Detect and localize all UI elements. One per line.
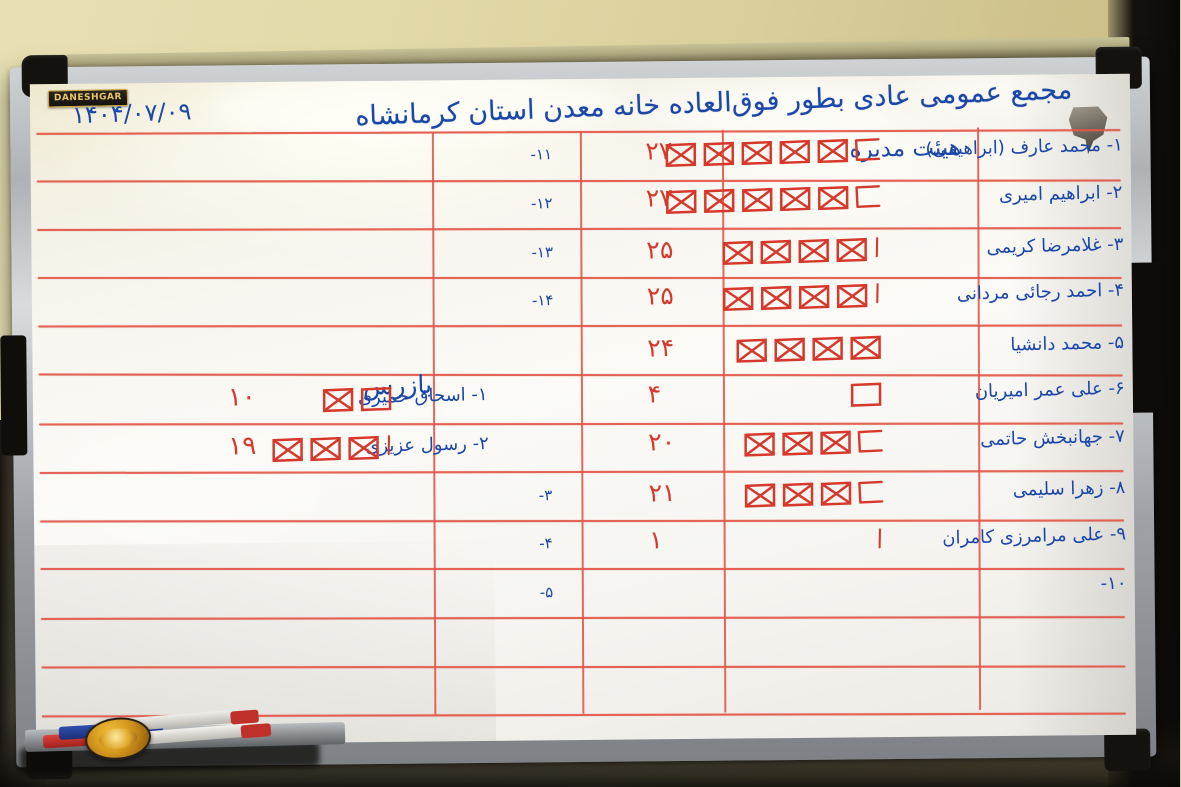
- candidate-name: ۳- غلامرضا کریمی: [987, 233, 1125, 258]
- tally-box-five: [704, 188, 738, 214]
- tally-box-five: [272, 437, 306, 463]
- tally-rows: ۱- محمد عارف (ابراهیمی) ۲۷ ۲- ابراهیم امیر…: [31, 74, 1131, 601]
- grid-line-vertical: [722, 129, 728, 713]
- tally-box-five: [779, 139, 813, 165]
- middle-column-number: ۱۳-: [532, 242, 555, 262]
- candidate-name: ۶- علی عمر امیریان: [975, 378, 1127, 403]
- grid-line-vertical: [978, 127, 983, 711]
- candidate-name: ۱- محمد عارف (ابراهیمی): [925, 134, 1124, 161]
- tally-box-empty: [851, 382, 885, 408]
- tally-box-five: [836, 237, 870, 263]
- tally-marks: [323, 387, 395, 414]
- candidate-name: ۴- احمد رجائی مردانی: [957, 279, 1126, 305]
- tally-box-five: [760, 239, 794, 265]
- tally-box-five: [818, 185, 852, 211]
- tally-box-five: [736, 338, 770, 364]
- tally-box-five: [666, 189, 700, 215]
- tally-marks: [736, 335, 884, 364]
- tally-marks: [272, 435, 395, 463]
- marker-cap-red: [241, 723, 273, 739]
- candidate-name: ۲- ابراهیم امیری: [1000, 181, 1125, 206]
- frame-side-clip-left: [1, 335, 29, 456]
- tally-box-empty: [361, 387, 395, 413]
- vote-count: ۲۵: [647, 280, 676, 311]
- tally-box-five: [774, 337, 808, 363]
- tally-box-five: [798, 238, 832, 264]
- vote-count: ۱: [649, 525, 665, 555]
- eraser-emblem: [99, 726, 139, 751]
- tally-stroke-one: [874, 236, 883, 261]
- tally-partial-box: [858, 429, 885, 455]
- vote-count: ۴: [648, 379, 663, 409]
- tally-box-five: [723, 286, 757, 312]
- candidate-name: ۷- جهانبخش حاتمی: [981, 425, 1127, 451]
- candidate-name: ۸- زهرا سلیمی: [1013, 476, 1127, 501]
- tally-box-five: [745, 482, 779, 508]
- marker-tray: [20, 702, 347, 775]
- tally-box-five: [820, 480, 854, 506]
- grid-line-horizontal: [37, 179, 1122, 183]
- vote-count: ۲۵: [647, 234, 675, 265]
- tally-marks: [722, 236, 883, 265]
- inspector-trailing-number: ۳-: [539, 485, 554, 505]
- middle-column-number: ۱۴-: [532, 291, 555, 310]
- marker-cap-red: [231, 709, 261, 725]
- tally-box-five: [741, 140, 775, 166]
- tally-box-five: [310, 436, 344, 462]
- tally-partial-box: [856, 184, 883, 210]
- tally-stroke-one: [386, 435, 395, 460]
- tally-partial-box: [858, 480, 885, 506]
- tally-box-five: [780, 186, 814, 212]
- middle-column-number: ۱۱-: [531, 145, 554, 164]
- tally-box-five: [742, 187, 776, 213]
- tally-box-five: [782, 481, 816, 507]
- tally-marks: [666, 184, 883, 214]
- inspector-vote-count: ۱۰: [228, 382, 258, 413]
- vote-count: ۲۰: [648, 426, 677, 457]
- tally-box-five: [850, 335, 884, 361]
- frame-side-clip-right: [1128, 262, 1165, 413]
- middle-column-number: ۱۲-: [531, 193, 554, 213]
- whiteboard: DANESHGAR مجمع عمومی عادی بطور فوق‌العاد…: [1, 36, 1165, 780]
- tally-box-five: [782, 431, 816, 457]
- tally-box-five: [817, 139, 851, 165]
- grid-line-horizontal: [38, 227, 1123, 232]
- tally-box-five: [665, 142, 699, 168]
- tally-marks: [665, 138, 882, 168]
- board-writing-surface: DANESHGAR مجمع عمومی عادی بطور فوق‌العاد…: [30, 73, 1138, 746]
- inspector-trailing-number: ۵-: [540, 582, 555, 602]
- vote-count: ۲۴: [647, 332, 676, 363]
- tally-marks: [877, 528, 886, 553]
- tally-box-five: [703, 141, 737, 167]
- tally-box-five: [744, 432, 778, 458]
- tally-box-five: [837, 283, 871, 309]
- tally-box-five: [722, 240, 756, 266]
- tally-box-five: [812, 336, 846, 362]
- candidate-name: ۵- محمد دانشیا: [1011, 331, 1126, 356]
- tally-box-five: [323, 388, 357, 414]
- tally-box-five: [348, 435, 382, 461]
- meeting-date: ۱۴۰۴/۰۷/۰۹: [72, 97, 193, 130]
- page-title: مجمع عمومی عادی بطور فوق‌العاده خانه معد…: [355, 74, 1074, 133]
- tally-partial-box: [855, 138, 882, 164]
- tally-marks: [744, 429, 885, 458]
- candidate-name: ۹- علی مرامرزی کامران: [943, 523, 1128, 549]
- tally-marks: [723, 283, 884, 312]
- inspector-trailing-number: ۴-: [540, 534, 554, 553]
- tally-marks: [745, 480, 886, 509]
- inspector-vote-count: ۱۹: [228, 430, 258, 462]
- tally-stroke-one: [875, 283, 884, 308]
- vote-count: ۲۱: [649, 477, 678, 508]
- candidate-name: ۱۰-: [1101, 572, 1128, 594]
- tally-stroke-one: [877, 528, 886, 553]
- tally-box-five: [761, 285, 795, 311]
- tally-box-five: [820, 430, 854, 456]
- tally-marks: [851, 382, 885, 408]
- handwriting-layer: مجمع عمومی عادی بطور فوق‌العاده خانه معد…: [31, 74, 1137, 746]
- tally-box-five: [799, 284, 833, 310]
